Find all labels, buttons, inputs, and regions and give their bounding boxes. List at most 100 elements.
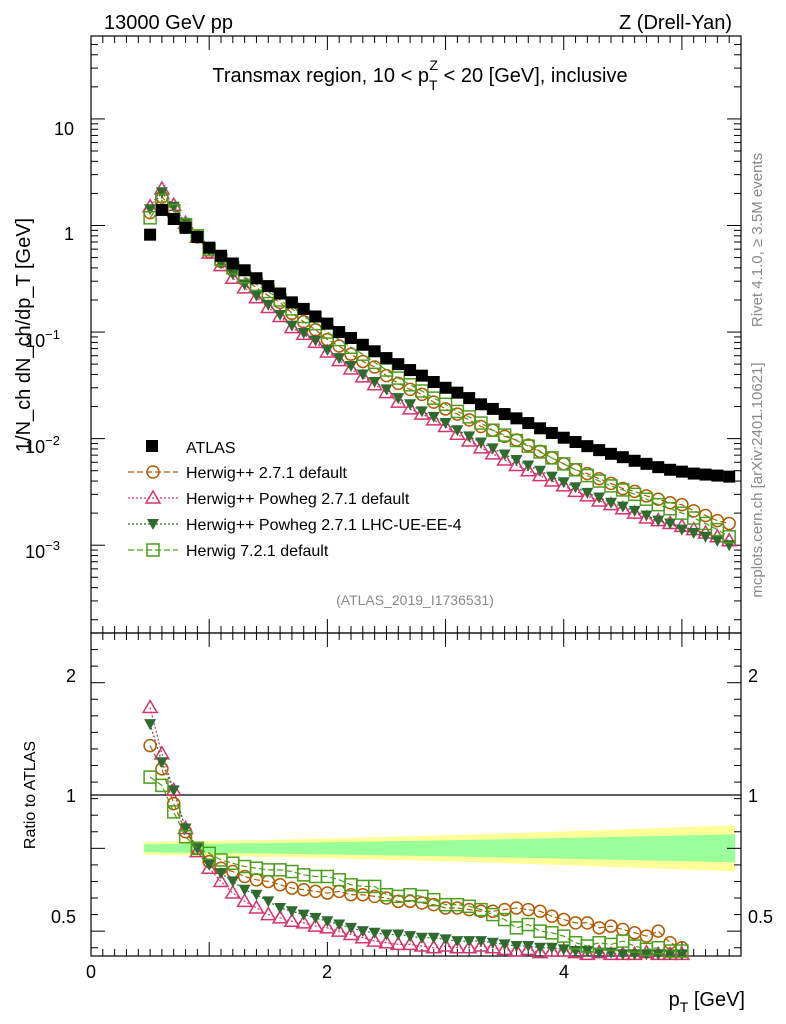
powheg-main-point xyxy=(307,333,324,349)
main-series xyxy=(141,180,738,552)
powheg-main-point xyxy=(590,492,608,507)
powheg_ue-ratio-point xyxy=(333,919,346,931)
ytick-0.001: 10−3 xyxy=(25,538,60,562)
powheg-ratio-point xyxy=(519,940,537,956)
legend-powheg-ue-marker xyxy=(147,519,159,530)
atlas-data-point xyxy=(557,431,570,444)
powheg-ratio-point xyxy=(153,745,171,760)
atlas-data-point xyxy=(226,257,239,270)
powheg_ue-ratio-point xyxy=(652,949,665,961)
powheg-main-point xyxy=(508,456,525,472)
powheg-main-point xyxy=(354,368,372,383)
herwigpp-ratio-point xyxy=(580,916,595,930)
powheg_ue-ratio-point xyxy=(486,937,499,949)
ratio-ytick-0.5: 0.5 xyxy=(51,907,76,927)
powheg-main-point xyxy=(567,482,584,498)
atlas-data-point xyxy=(262,280,275,293)
powheg_ue-main-point xyxy=(664,518,677,530)
powheg_ue-main-point xyxy=(368,376,381,388)
atlas-data-point xyxy=(616,451,629,464)
xtick-4: 4 xyxy=(559,962,569,982)
powheg-ratio-point xyxy=(307,917,324,932)
atlas-data-point xyxy=(723,470,736,483)
atlas-data-point xyxy=(368,345,381,358)
atlas-data-point xyxy=(250,272,263,285)
powheg-main-point xyxy=(366,376,383,391)
herwig7-ratio-point xyxy=(178,829,193,844)
powheg_ue-ratio-point xyxy=(415,932,428,944)
powheg_ue-main-point xyxy=(274,309,287,321)
powheg_ue-ratio-point xyxy=(345,922,357,934)
atlas-data-point xyxy=(297,302,310,315)
herwig7-ratio-point xyxy=(155,778,169,793)
powheg-main-point xyxy=(389,393,407,408)
ratio-ytick-1-right: 1 xyxy=(748,786,758,806)
powheg-ratio-point xyxy=(401,935,419,951)
atlas-data-point xyxy=(486,402,499,415)
herwig7-ratio-point xyxy=(143,770,157,784)
legend-herwigpp: Herwig++ 2.7.1 default xyxy=(186,465,348,482)
main-ytick-labels: 10 1 10−1 10−2 10−3 xyxy=(25,119,74,562)
herwig7-main-line xyxy=(149,199,730,538)
powheg-ratio-point xyxy=(141,699,159,714)
legend-powheg: Herwig++ Powheg 2.7.1 default xyxy=(186,491,410,508)
atlas-data-point xyxy=(345,331,357,344)
atlas-data-point xyxy=(605,447,617,460)
powheg-ratio-point xyxy=(295,914,313,929)
header-left: 13000 GeV pp xyxy=(104,12,233,34)
legend-powheg-ue: Herwig++ Powheg 2.7.1 LHC-UE-EE-4 xyxy=(186,517,462,534)
herwigpp-main-point xyxy=(415,387,429,402)
legend-herwigpp-marker xyxy=(146,465,160,479)
powheg-main-point xyxy=(543,472,561,487)
atlas-data-point xyxy=(427,375,440,388)
powheg-ratio-point xyxy=(342,925,360,941)
powheg_ue-main-point xyxy=(404,399,417,411)
powheg_ue-main-point xyxy=(297,327,310,339)
ytick-0.01: 10−2 xyxy=(25,433,60,457)
atlas-data-point xyxy=(191,230,204,243)
powheg-main-point xyxy=(248,289,265,304)
powheg_ue-ratio-point xyxy=(675,949,688,961)
atlas-data-point xyxy=(687,467,700,480)
atlas-data-point xyxy=(628,454,641,467)
powheg_ue-main-point xyxy=(510,455,523,467)
powheg-main-point xyxy=(401,400,419,415)
powheg_ue-ratio-point xyxy=(664,949,677,961)
powheg_ue-ratio-point xyxy=(356,926,369,938)
powheg_ue-main-point xyxy=(144,204,157,216)
atlas-data-point xyxy=(333,326,346,339)
herwig7-main-point xyxy=(143,211,157,225)
powheg-ratio-point xyxy=(189,843,206,858)
powheg_ue-ratio-point xyxy=(215,868,227,880)
powheg-ratio-point xyxy=(496,940,513,956)
atlas-data-point xyxy=(498,408,511,421)
legend-atlas: ATLAS xyxy=(186,440,236,457)
powheg-ratio-point xyxy=(567,944,584,959)
powheg_ue-main-point xyxy=(557,477,570,489)
powheg_ue-ratio-point xyxy=(297,909,310,921)
legend-powheg-marker xyxy=(144,489,162,504)
atlas-data-point xyxy=(321,317,334,330)
legend-herwig7: Herwig 7.2.1 default xyxy=(186,543,329,560)
powheg_ue-main-point xyxy=(309,335,322,347)
atlas-data-point xyxy=(356,338,369,351)
powheg_ue-main-point xyxy=(569,482,582,494)
powheg_ue-ratio-point xyxy=(616,949,629,961)
ratio-ytick-labels: 2 1 0.5 2 1 0.5 xyxy=(51,666,773,927)
ytick-1: 1 xyxy=(64,224,74,244)
powheg_ue-ratio-point xyxy=(392,929,405,941)
powheg_ue-main-point xyxy=(640,510,653,522)
herwig7-ratio-point xyxy=(497,912,512,927)
powheg_ue-main-point xyxy=(534,465,547,477)
powheg_ue-ratio-point xyxy=(179,823,192,835)
herwigpp-ratio-point xyxy=(616,922,630,937)
powheg-ratio-point xyxy=(460,939,478,954)
ytick-0.1: 10−1 xyxy=(25,327,60,351)
ratio-axis-ticks xyxy=(90,633,742,956)
atlas-data-point xyxy=(463,392,476,405)
atlas-data-point xyxy=(475,398,487,411)
powheg-ratio-point xyxy=(472,937,490,952)
powheg_ue-main-point xyxy=(581,487,594,499)
atlas-data-point xyxy=(711,469,724,482)
